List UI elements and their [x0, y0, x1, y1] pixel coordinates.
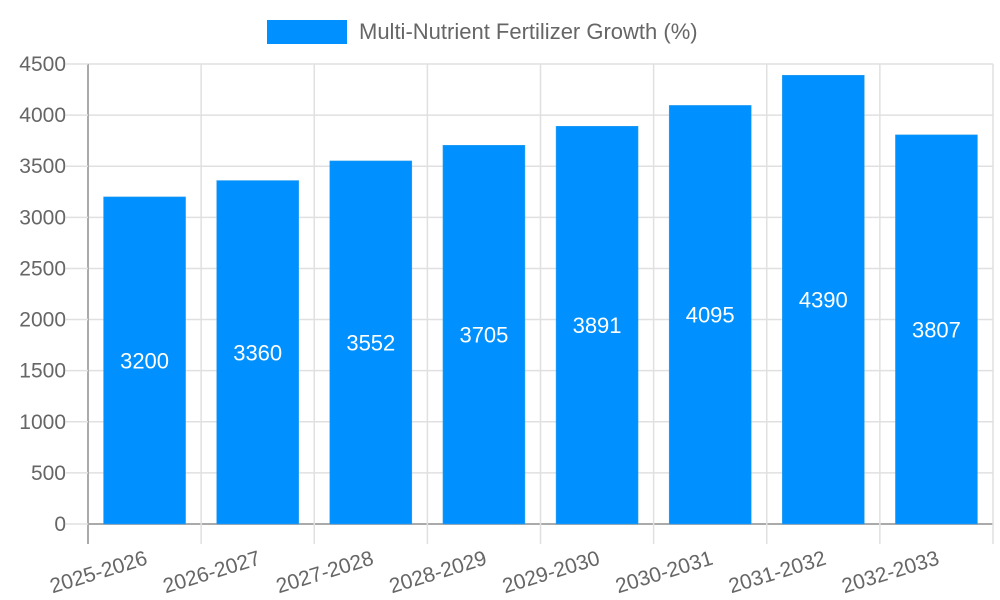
bar-value-label: 4095	[686, 303, 735, 328]
bar-series: 3200 3360 3552 3705 3891 4095 4390 3807	[103, 74, 978, 525]
bar[interactable]	[103, 196, 186, 525]
y-axis: 0 500 1000 1500 2000 2500 3000 3500 4000 4500	[19, 53, 88, 536]
x-tick-label: 2031-2032	[726, 547, 829, 598]
y-tick-label: 2000	[19, 309, 66, 332]
x-tick-label: 2027-2028	[274, 547, 377, 598]
bar-value-label: 3807	[912, 317, 961, 342]
chart-legend[interactable]: Multi-Nutrient Fertilizer Growth (%)	[267, 19, 698, 45]
legend-swatch	[267, 20, 347, 44]
y-tick-label: 500	[31, 462, 66, 485]
x-tick-label: 2029-2030	[500, 547, 603, 598]
bar-value-label: 4390	[799, 288, 848, 313]
x-axis: 2025-2026 2026-2027 2027-2028 2028-2029 2029…	[47, 547, 942, 598]
x-tick-label: 2026-2027	[160, 547, 263, 598]
y-tick-label: 0	[54, 513, 66, 536]
bar[interactable]	[216, 180, 299, 525]
y-tick-label: 1500	[19, 360, 66, 383]
bar[interactable]	[895, 134, 978, 525]
legend-label: Multi-Nutrient Fertilizer Growth (%)	[359, 19, 698, 44]
y-tick-label: 3500	[19, 155, 66, 178]
bar-value-label: 3552	[346, 330, 395, 355]
bar-value-label: 3360	[233, 340, 282, 365]
bar-value-label: 3891	[573, 313, 622, 338]
y-tick-label: 4500	[19, 53, 66, 76]
bar[interactable]	[442, 145, 526, 525]
y-tick-label: 4000	[19, 104, 66, 127]
y-tick-label: 3000	[19, 206, 66, 229]
bar[interactable]	[555, 126, 639, 525]
bar[interactable]	[329, 160, 413, 525]
x-tick-label: 2032-2033	[839, 547, 942, 598]
bar-value-label: 3200	[120, 348, 169, 373]
bar-value-label: 3705	[459, 323, 508, 348]
bar[interactable]	[782, 74, 865, 525]
x-tick-label: 2030-2031	[613, 547, 716, 598]
y-tick-label: 2500	[19, 257, 66, 280]
y-tick-label: 1000	[19, 411, 66, 434]
x-tick-label: 2025-2026	[47, 547, 150, 598]
x-tick-label: 2028-2029	[387, 547, 490, 598]
bar[interactable]	[668, 105, 752, 525]
